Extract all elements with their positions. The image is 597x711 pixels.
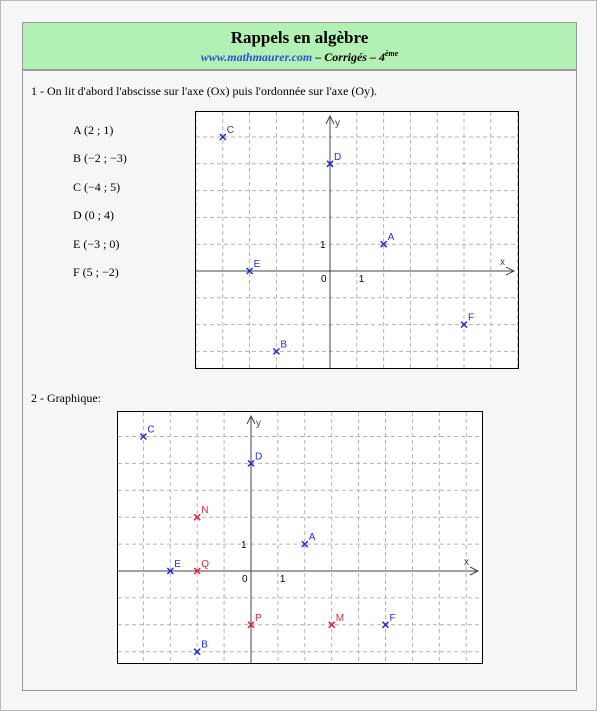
point-label: P	[255, 613, 262, 624]
point-b-text: B (−2 ; −3)	[73, 151, 127, 166]
point-e: E	[246, 259, 261, 275]
y-axis-arrow	[325, 114, 335, 125]
question-2-label: 2 - Graphique:	[31, 391, 101, 405]
point-q: Q	[193, 559, 209, 575]
point-label: B	[280, 339, 287, 350]
point-label: C	[227, 125, 234, 136]
grid	[118, 412, 482, 663]
point-marker-stroke	[193, 513, 201, 521]
question-1-label: 1 - On lit d'abord l'abscisse sur l'axe …	[31, 84, 378, 98]
subtitle-text: – Corrigés – 4	[312, 50, 385, 64]
page-subtitle: www.mathmaurer.com – Corrigés – 4ème	[23, 49, 576, 65]
point-label: M	[336, 613, 344, 624]
point-f-text: F (5 ; −2)	[73, 264, 119, 279]
header-box: Rappels en algèbre www.mathmaurer.com – …	[22, 22, 577, 70]
point-marker-stroke	[460, 321, 468, 329]
point-label: Q	[201, 559, 209, 570]
point-label: E	[254, 259, 261, 270]
x-axis-arrow	[505, 266, 516, 276]
point-marker-stroke	[380, 240, 388, 248]
graph-1: x y 0 1 1 A B C D E F	[195, 111, 519, 369]
grid	[196, 112, 518, 368]
point-marker-stroke	[193, 567, 201, 575]
point-marker-stroke	[247, 621, 255, 629]
point-label: F	[390, 613, 396, 624]
point-c: C	[139, 425, 155, 441]
point-label: C	[147, 425, 154, 436]
point-a: A	[301, 532, 316, 548]
x-axis-label: x	[500, 257, 505, 268]
origin-label: 0	[242, 574, 248, 585]
point-n: N	[193, 505, 208, 521]
point-marker-stroke	[326, 160, 334, 168]
point-marker-stroke	[381, 621, 390, 629]
x-axis-arrow	[469, 566, 480, 576]
page-title: Rappels en algèbre	[230, 28, 369, 47]
y-axis-arrow	[246, 414, 256, 425]
point-marker-stroke	[246, 267, 254, 275]
graph-2: x y 0 1 1 A B C D E F N Q P M	[117, 411, 483, 664]
point-d: D	[326, 152, 341, 168]
point-marker-stroke	[247, 459, 255, 467]
point-e-text: E (−3 ; 0)	[73, 236, 120, 251]
point-label: A	[388, 232, 395, 243]
point-e: E	[166, 559, 181, 575]
point-f: F	[381, 613, 396, 629]
points-list: A (2 ; 1) B (−2 ; −3) C (−4 ; 5) D (0 ; …	[73, 123, 127, 293]
point-marker-stroke	[166, 567, 174, 575]
point-marker-stroke	[272, 347, 280, 355]
point-label: N	[201, 505, 208, 516]
point-label: D	[255, 451, 262, 462]
point-c-text: C (−4 ; 5)	[73, 179, 121, 194]
y-axis-label: y	[335, 118, 340, 129]
point-marker-stroke	[328, 621, 336, 629]
site-link[interactable]: www.mathmaurer.com	[200, 50, 313, 64]
point-label: B	[201, 640, 208, 651]
point-c: C	[219, 125, 234, 141]
x-unit-label: 1	[280, 574, 286, 585]
point-label: E	[174, 559, 181, 570]
point-d: D	[247, 451, 262, 467]
grade-sup: ème	[384, 49, 399, 58]
y-unit-label: 1	[320, 240, 326, 251]
y-unit-label: 1	[241, 540, 247, 551]
point-f: F	[460, 313, 474, 329]
point-b: B	[193, 640, 208, 656]
point-p: P	[247, 613, 262, 629]
content-box: 1 - On lit d'abord l'abscisse sur l'axe …	[22, 70, 577, 691]
point-marker-stroke	[139, 432, 147, 441]
point-b: B	[272, 339, 287, 355]
x-unit-label: 1	[359, 274, 365, 285]
point-marker-stroke	[301, 540, 309, 548]
point-m: M	[328, 613, 344, 629]
point-label: A	[309, 532, 316, 543]
point-d-text: D (0 ; 4)	[73, 208, 114, 223]
point-a: A	[380, 232, 395, 248]
origin-label: 0	[321, 274, 327, 285]
point-a-text: A (2 ; 1)	[73, 123, 114, 137]
y-axis-label: y	[256, 418, 261, 429]
point-marker-stroke	[219, 133, 227, 141]
point-label: D	[334, 152, 341, 163]
point-marker-stroke	[193, 648, 201, 656]
point-label: F	[468, 313, 474, 324]
x-axis-label: x	[464, 557, 469, 568]
